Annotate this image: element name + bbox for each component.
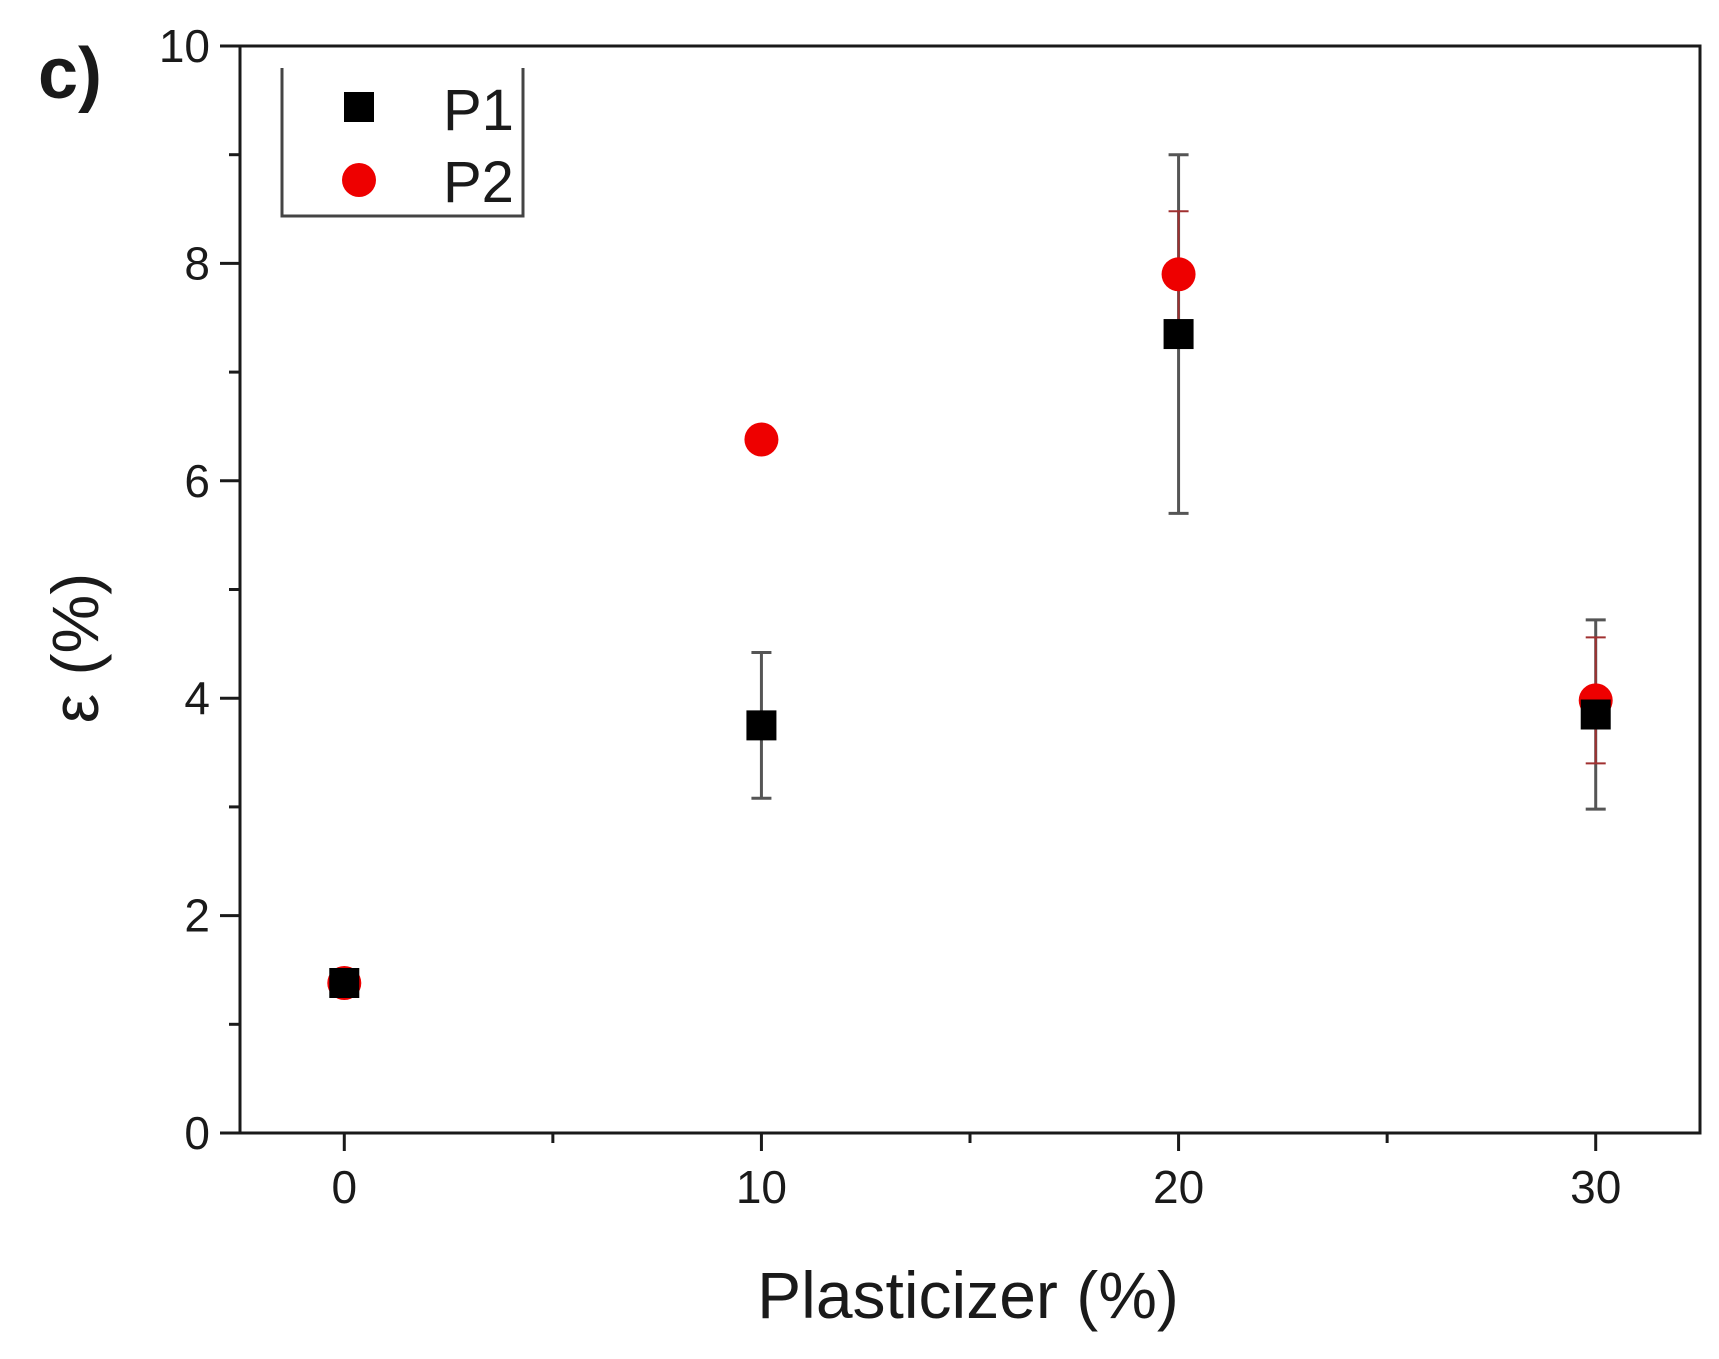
data-markers	[327, 257, 1613, 1000]
y-tick-label: 6	[184, 455, 210, 507]
legend-marker-p1	[344, 92, 374, 122]
y-tick-label: 2	[184, 890, 210, 942]
panel-label: c)	[38, 34, 102, 114]
point-p1	[1580, 699, 1611, 730]
y-tick-label: 4	[184, 672, 210, 724]
x-tick-label: 0	[331, 1161, 357, 1213]
x-tick-label: 10	[736, 1161, 787, 1213]
legend-label-p1: P1	[443, 78, 514, 143]
point-p2	[1161, 257, 1196, 292]
point-p1	[1163, 319, 1194, 350]
y-tick-label: 8	[184, 237, 210, 289]
y-tick-label: 10	[159, 20, 210, 72]
error-bars	[751, 153, 1606, 811]
x-tick-label: 20	[1153, 1161, 1204, 1213]
x-tick-label: 30	[1570, 1161, 1621, 1213]
point-p1	[329, 967, 360, 998]
y-axis-title: ε (%)	[38, 573, 112, 723]
axes: 0 2 4 6 8 10 0 10 20 30	[159, 20, 1702, 1213]
legend: P1 P2	[280, 68, 525, 218]
legend-marker-p2	[342, 163, 376, 197]
point-p2	[744, 422, 779, 457]
y-tick-label: 0	[184, 1107, 210, 1159]
x-axis-title: Plasticizer (%)	[757, 1258, 1179, 1332]
legend-label-p2: P2	[443, 150, 514, 215]
point-p1	[746, 710, 777, 741]
legend-frame	[280, 68, 525, 218]
